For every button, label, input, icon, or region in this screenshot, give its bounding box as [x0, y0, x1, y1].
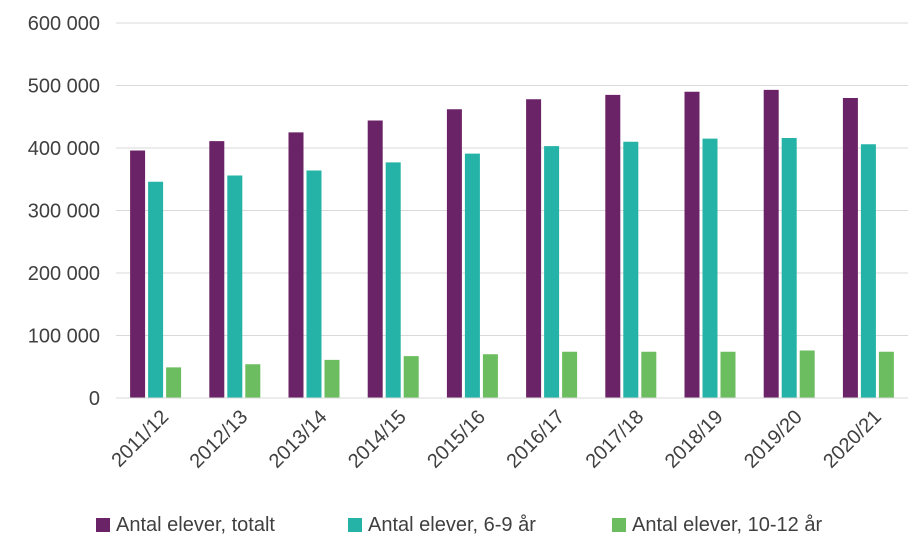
bar-totalt	[526, 99, 542, 398]
bar-totalt	[842, 98, 858, 398]
bar-10-12	[482, 354, 498, 398]
bar-6-9	[860, 144, 876, 398]
legend-label-10-12: Antal elever, 10-12 år	[632, 513, 823, 536]
bar-totalt	[209, 141, 225, 398]
bar-10-12	[641, 351, 657, 398]
y-tick-label: 600 000	[28, 13, 100, 35]
bar-6-9	[781, 138, 797, 398]
bar-6-9	[227, 175, 243, 398]
x-tick-label: 2013/14	[265, 406, 332, 473]
y-tick-label: 300 000	[28, 201, 100, 223]
legend-swatch-10-12	[612, 518, 626, 532]
y-tick-label: 200 000	[28, 263, 100, 285]
bar-6-9	[464, 153, 480, 398]
x-tick-label: 2014/15	[344, 406, 411, 473]
bars	[130, 89, 894, 398]
legend-label-totalt: Antal elever, totalt	[116, 513, 275, 536]
x-tick-label: 2011/12	[108, 406, 174, 472]
bar-10-12	[166, 367, 182, 398]
x-tick-label: 2020/21	[819, 406, 886, 473]
legend-item-6-9: Antal elever, 6-9 år	[348, 510, 536, 540]
y-tick-label: 400 000	[28, 138, 100, 160]
y-axis-tick-labels: 0 100 000 200 000 300 000 400 000 500 000 600 …	[28, 13, 100, 410]
bar-6-9	[148, 181, 164, 398]
x-axis-tick-labels: 2011/12 2012/13 2013/14 2014/15 2015/16 2016/…	[108, 406, 886, 473]
legend-item-10-12: Antal elever, 10-12 år	[612, 510, 822, 540]
x-tick-label: 2017/18	[582, 406, 649, 473]
bar-totalt	[130, 150, 146, 398]
bar-6-9	[702, 138, 718, 398]
legend-item-totalt: Antal elever, totalt	[96, 510, 275, 540]
bar-10-12	[562, 351, 578, 398]
x-tick-label: 2012/13	[186, 406, 253, 473]
bar-6-9	[306, 170, 322, 398]
x-tick-label: 2019/20	[740, 406, 807, 473]
bar-10-12	[799, 350, 815, 398]
bar-10-12	[720, 351, 736, 398]
bar-10-12	[878, 351, 894, 398]
bar-6-9	[623, 141, 639, 398]
x-tick-label: 2015/16	[423, 406, 490, 473]
bar-totalt	[605, 94, 621, 398]
bar-10-12	[324, 359, 340, 398]
bar-totalt	[684, 91, 700, 398]
bar-totalt	[367, 120, 383, 398]
legend-swatch-6-9	[348, 518, 362, 532]
bar-10-12	[403, 356, 419, 398]
bar-6-9	[544, 146, 560, 398]
legend: Antal elever, totalt Antal elever, 6-9 å…	[0, 510, 914, 540]
bar-totalt	[446, 109, 462, 398]
y-tick-label: 500 000	[28, 76, 100, 98]
legend-label-6-9: Antal elever, 6-9 år	[368, 513, 536, 536]
bar-totalt	[763, 89, 779, 398]
y-tick-label: 100 000	[28, 326, 100, 348]
bar-10-12	[245, 364, 261, 398]
legend-swatch-totalt	[96, 518, 110, 532]
bar-6-9	[385, 162, 401, 398]
x-tick-label: 2018/19	[661, 406, 728, 473]
x-tick-label: 2016/17	[502, 406, 569, 473]
y-tick-label: 0	[89, 388, 100, 410]
bar-totalt	[288, 132, 304, 398]
